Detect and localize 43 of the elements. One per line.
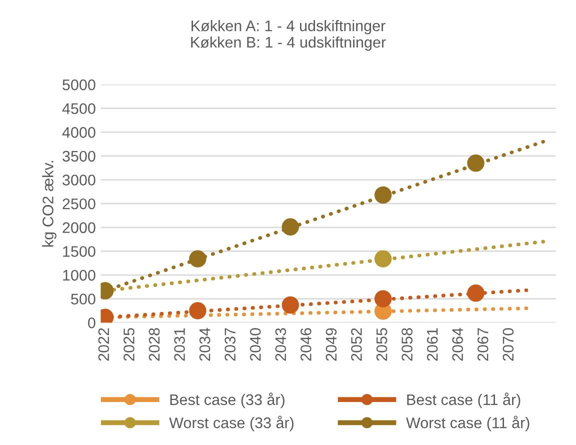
- point: [282, 296, 300, 314]
- legend-label: Best case (11 år): [407, 392, 520, 408]
- x-tick-label: 2040: [250, 328, 261, 361]
- point: [282, 218, 300, 236]
- y-tick-label: 2500: [62, 198, 96, 210]
- y-tick-label: 3500: [62, 150, 96, 162]
- y-tick-label: 1000: [63, 270, 96, 281]
- x-tick-label: 2043: [275, 328, 286, 361]
- x-tick-label: 2058: [402, 328, 412, 361]
- x-tick-label: 2064: [452, 328, 464, 361]
- y-tick-label: 0: [88, 317, 96, 328]
- x-tick-label: 2046: [300, 328, 312, 361]
- point: [374, 186, 392, 204]
- y-tick-label: 3000: [62, 174, 96, 186]
- chart-title: Køkken A: 1 - 4 udskiftninger Køkken B: 1 - 4 udskiftninger: [191, 20, 386, 51]
- x-tick-label: 2025: [124, 328, 134, 361]
- point: [189, 250, 206, 268]
- legend-label: Worst case (11 år): [406, 416, 530, 432]
- x-tick-label: 2067: [477, 328, 488, 361]
- x-tick-label: 2052: [351, 328, 362, 361]
- x-tick-label: 2028: [148, 328, 160, 361]
- y-tick-label: 5000: [62, 79, 96, 90]
- x-tick-label: 2031: [174, 328, 185, 361]
- legend-label: Best case (33 år): [170, 392, 284, 408]
- x-tick-label: 2055: [376, 328, 388, 361]
- x-tick-label: 2049: [326, 328, 337, 361]
- point: [467, 154, 484, 172]
- x-tick-label: 2022: [98, 328, 110, 361]
- legend-label: Worst case (33 år): [169, 416, 294, 432]
- y-tick-label: 1500: [63, 246, 96, 257]
- y-tick-label: 2000: [62, 222, 96, 234]
- y-tick-label: 4000: [62, 127, 96, 138]
- y-tick-label: 500: [71, 294, 96, 305]
- x-tick-label: 2061: [426, 328, 438, 361]
- point: [374, 250, 392, 268]
- x-tick-label: 2070: [502, 328, 514, 361]
- x-tick-label: 2034: [199, 328, 210, 361]
- point: [374, 290, 392, 308]
- x-tick-label: 2037: [224, 328, 236, 361]
- point: [467, 284, 484, 302]
- point: [189, 302, 206, 320]
- y-axis-title: kg CO2 ækv.: [42, 160, 56, 247]
- y-tick-label: 4500: [62, 103, 96, 114]
